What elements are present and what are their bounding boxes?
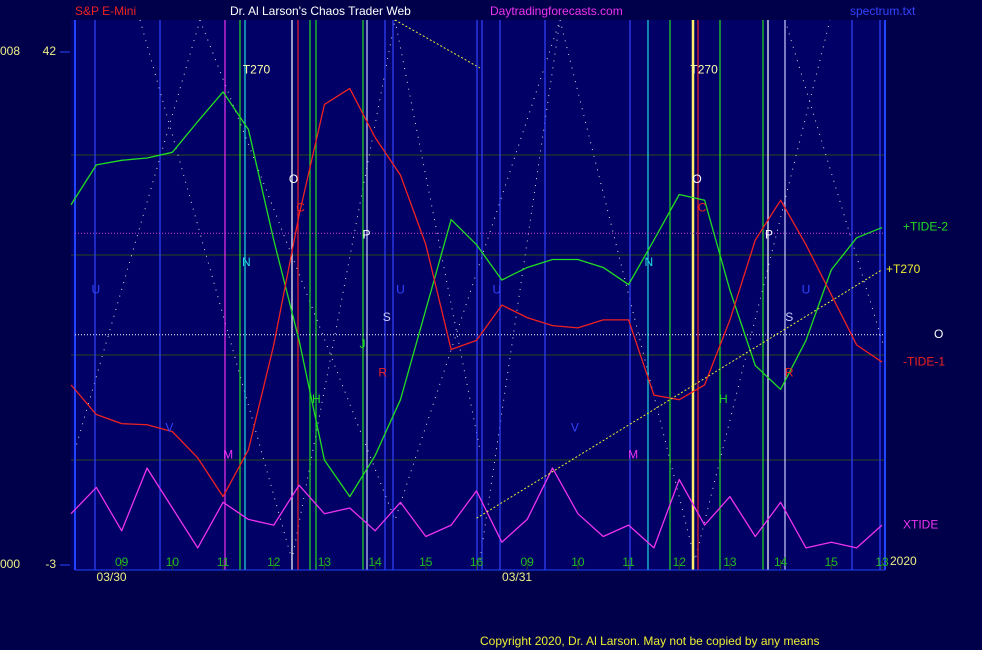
annotation: H	[719, 392, 728, 406]
annotation: C	[698, 200, 707, 214]
y-tick-label: 42	[43, 44, 57, 58]
x-tick-label: 11	[217, 555, 230, 569]
date-label: 03/31	[502, 570, 532, 584]
side-label: 000	[0, 557, 20, 571]
annotation: C	[296, 200, 305, 214]
annotation: U	[492, 282, 501, 296]
annotation: U	[92, 282, 101, 296]
annotation: U	[802, 282, 811, 296]
trend-segment	[394, 19, 481, 69]
annotation: P	[363, 228, 371, 242]
year-label: 2020	[890, 554, 917, 568]
x-tick-label: 09	[115, 555, 129, 569]
annotation: S	[785, 310, 793, 324]
y-tick-label: -3	[45, 557, 56, 571]
annotation: T270	[243, 62, 271, 76]
side-label: 008	[0, 44, 20, 58]
x-tick-label: 11	[622, 555, 635, 569]
level-label: O	[934, 327, 943, 341]
x-tick-label: 12	[673, 555, 687, 569]
trend-line	[476, 269, 883, 519]
annotation: U	[396, 282, 405, 296]
x-tick-label: 15	[419, 555, 433, 569]
annotation: N	[645, 255, 654, 269]
annotation: J	[359, 337, 365, 351]
legend-label: +TIDE-2	[903, 220, 948, 234]
x-tick-label: 09	[521, 555, 535, 569]
file-name: spectrum.txt	[850, 4, 916, 18]
annotation: R	[785, 366, 794, 380]
annotation: S	[383, 310, 391, 324]
time-markers	[94, 20, 881, 570]
x-tick-label: 10	[166, 555, 180, 569]
x-tick-label: 13	[875, 555, 889, 569]
x-tick-label: 13	[318, 555, 332, 569]
annotation: O	[289, 172, 298, 186]
annotation: V	[165, 420, 173, 434]
cycle-line	[784, 19, 886, 351]
annotation: N	[242, 255, 251, 269]
copyright: Copyright 2020, Dr. Al Larson. May not b…	[480, 634, 820, 648]
x-tick-label: 10	[571, 555, 585, 569]
grid	[71, 154, 885, 461]
series-line	[70, 467, 883, 549]
annotation: T270	[690, 62, 718, 76]
annotation: H	[312, 392, 321, 406]
legend-label: -TIDE-1	[903, 354, 945, 368]
annotation: R	[378, 366, 387, 380]
date-label: 03/30	[97, 570, 127, 584]
annotation: M	[628, 448, 638, 462]
legend-label: XTIDE	[903, 517, 938, 531]
series-line	[70, 91, 883, 498]
trend-label: +T270	[886, 262, 921, 276]
x-tick-label: 13	[723, 555, 737, 569]
annotation: V	[571, 420, 579, 434]
x-tick-label: 14	[774, 555, 788, 569]
annotation: O	[692, 172, 701, 186]
annotation: M	[223, 448, 233, 462]
x-tick-label: 15	[825, 555, 839, 569]
x-tick-label: 14	[368, 555, 382, 569]
site-title: Dr. Al Larson's Chaos Trader Web	[230, 4, 411, 18]
symbol: S&P E-Mini	[75, 4, 136, 18]
url: Daytradingforecasts.com	[490, 4, 623, 18]
x-tick-label: 12	[267, 555, 281, 569]
annotation: P	[765, 228, 773, 242]
series-line	[70, 87, 883, 498]
x-tick-label: 16	[470, 555, 484, 569]
